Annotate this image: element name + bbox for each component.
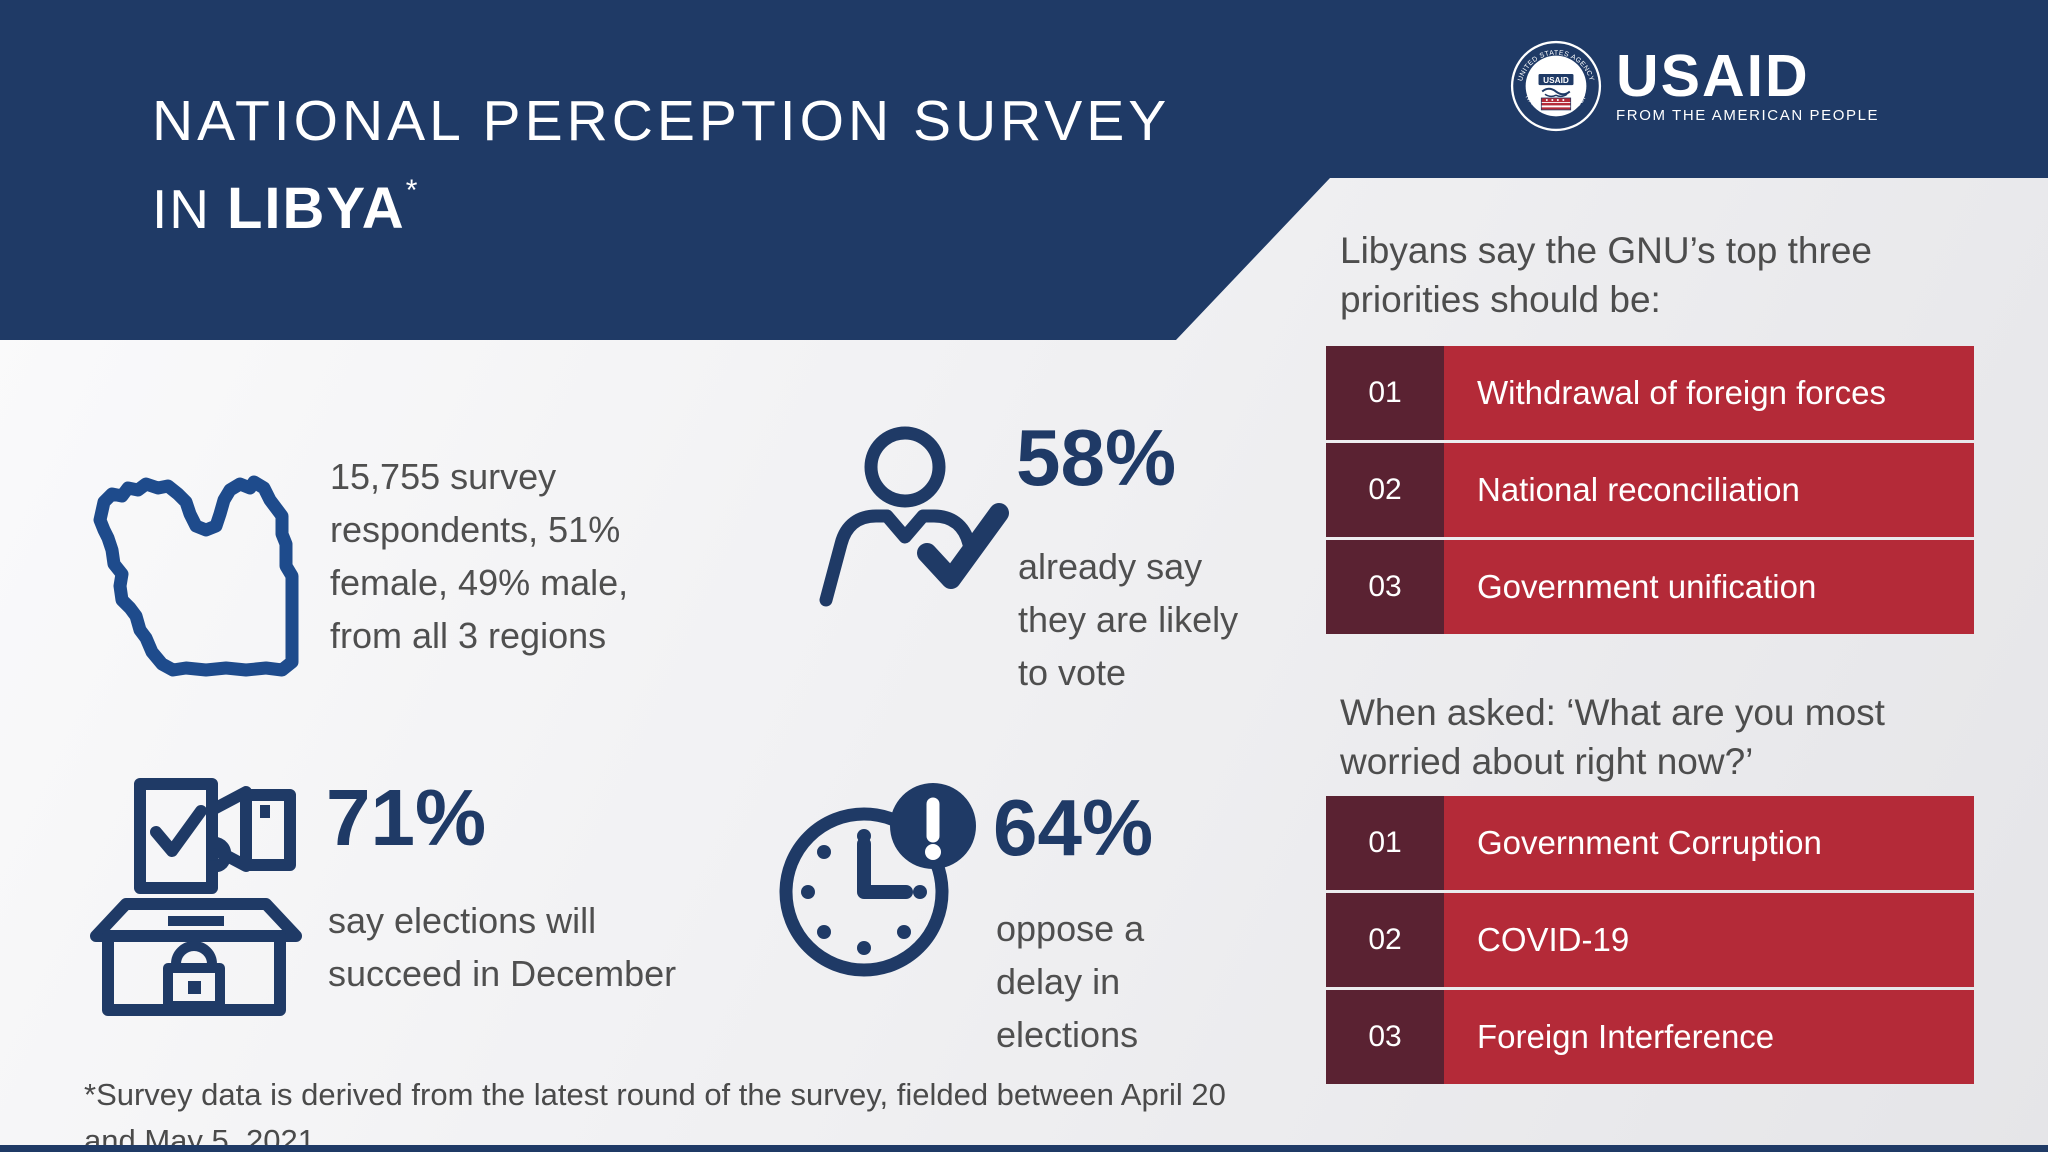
title-country: LIBYA — [227, 176, 406, 241]
worries-heading-line: worried about right now?’ — [1340, 741, 1754, 782]
title-line-2: IN LIBYA* — [152, 174, 1170, 242]
list-item: 01 Government Corruption — [1326, 796, 1974, 890]
respondents-line: respondents, 51% — [330, 509, 621, 550]
stat-elections-text: say elections will succeed in December — [328, 894, 676, 1000]
seal-handshake — [1541, 87, 1571, 96]
list-item: 02 COVID-19 — [1326, 893, 1974, 987]
usaid-logo: UNITED STATES AGENCY INTERNATIONAL DEVEL… — [1507, 35, 1880, 132]
title-footnote-marker: * — [405, 174, 420, 207]
worries-list: 01 Government Corruption 02 COVID-19 03 … — [1326, 796, 1974, 1087]
footnote-line: *Survey data is derived from the latest … — [84, 1077, 1226, 1112]
stat-elections-line: say elections will — [328, 900, 597, 941]
stat-vote-line: to vote — [1018, 652, 1127, 693]
priorities-heading: Libyans say the GNU’s top three prioriti… — [1340, 226, 1872, 324]
item-label: COVID-19 — [1444, 893, 1974, 987]
seal-center-text: USAID — [1543, 76, 1569, 85]
usaid-tagline: FROM THE AMERICAN PEOPLE — [1616, 107, 1880, 124]
worries-heading-line: When asked: ‘What are you most — [1340, 692, 1885, 733]
priorities-list: 01 Withdrawal of foreign forces 02 Natio… — [1326, 346, 1974, 637]
usaid-wordmark: USAID — [1616, 43, 1810, 109]
header-band: NATIONAL PERCEPTION SURVEY IN LIBYA* UNIT… — [0, 0, 2048, 340]
item-label: Withdrawal of foreign forces — [1444, 346, 1974, 440]
voter-check-icon — [819, 426, 1009, 607]
item-number: 03 — [1326, 540, 1444, 634]
stat-delay-line: elections — [996, 1014, 1139, 1055]
worries-heading: When asked: ‘What are you most worried a… — [1340, 688, 1885, 786]
clock-alert-icon — [779, 783, 976, 977]
title-line-1: NATIONAL PERCEPTION SURVEY — [152, 89, 1171, 153]
item-number: 02 — [1326, 893, 1444, 987]
item-label: Government Corruption — [1444, 796, 1974, 890]
item-label: Foreign Interference — [1444, 990, 1974, 1084]
item-label: Government unification — [1444, 540, 1974, 634]
list-item: 02 National reconciliation — [1326, 443, 1974, 537]
item-number: 02 — [1326, 443, 1444, 537]
libya-map-icon — [93, 475, 299, 677]
item-label: National reconciliation — [1444, 443, 1974, 537]
list-item: 03 Government unification — [1326, 540, 1974, 634]
stat-vote-text: already say they are likely to vote — [1018, 540, 1238, 699]
stat-elections-value: 71% — [326, 773, 487, 862]
item-number: 01 — [1326, 796, 1444, 890]
stat-delay-line: oppose a — [996, 908, 1145, 949]
usaid-seal-icon: UNITED STATES AGENCY INTERNATIONAL DEVEL… — [1507, 35, 1602, 132]
respondents-line: 15,755 survey — [330, 456, 557, 497]
page-title: NATIONAL PERCEPTION SURVEY IN LIBYA* — [152, 88, 1170, 242]
item-number: 03 — [1326, 990, 1444, 1084]
stat-vote-value: 58% — [1016, 413, 1177, 502]
stat-delay-value: 64% — [993, 783, 1154, 872]
list-item: 01 Withdrawal of foreign forces — [1326, 346, 1974, 440]
stat-delay-line: delay in — [996, 961, 1121, 1002]
item-number: 01 — [1326, 346, 1444, 440]
survey-footnote: *Survey data is derived from the latest … — [84, 1072, 1226, 1152]
priorities-heading-line: Libyans say the GNU’s top three — [1340, 230, 1872, 271]
respondents-line: from all 3 regions — [330, 615, 607, 656]
usaid-wordmark-block: USAID FROM THE AMERICAN PEOPLE — [1616, 43, 1880, 125]
stat-vote-line: they are likely — [1018, 599, 1239, 640]
bottom-accent-bar — [0, 1145, 2048, 1152]
priorities-heading-line: priorities should be: — [1340, 279, 1661, 320]
stat-elections-line: succeed in December — [328, 953, 677, 994]
stat-delay-text: oppose a delay in elections — [996, 902, 1144, 1061]
ballot-box-icon — [90, 778, 302, 1016]
title-prefix: IN — [152, 178, 211, 240]
list-item: 03 Foreign Interference — [1326, 990, 1974, 1084]
stat-vote-line: already say — [1018, 546, 1203, 587]
respondents-text: 15,755 survey respondents, 51% female, 4… — [330, 450, 628, 662]
respondents-line: female, 49% male, — [330, 562, 629, 603]
